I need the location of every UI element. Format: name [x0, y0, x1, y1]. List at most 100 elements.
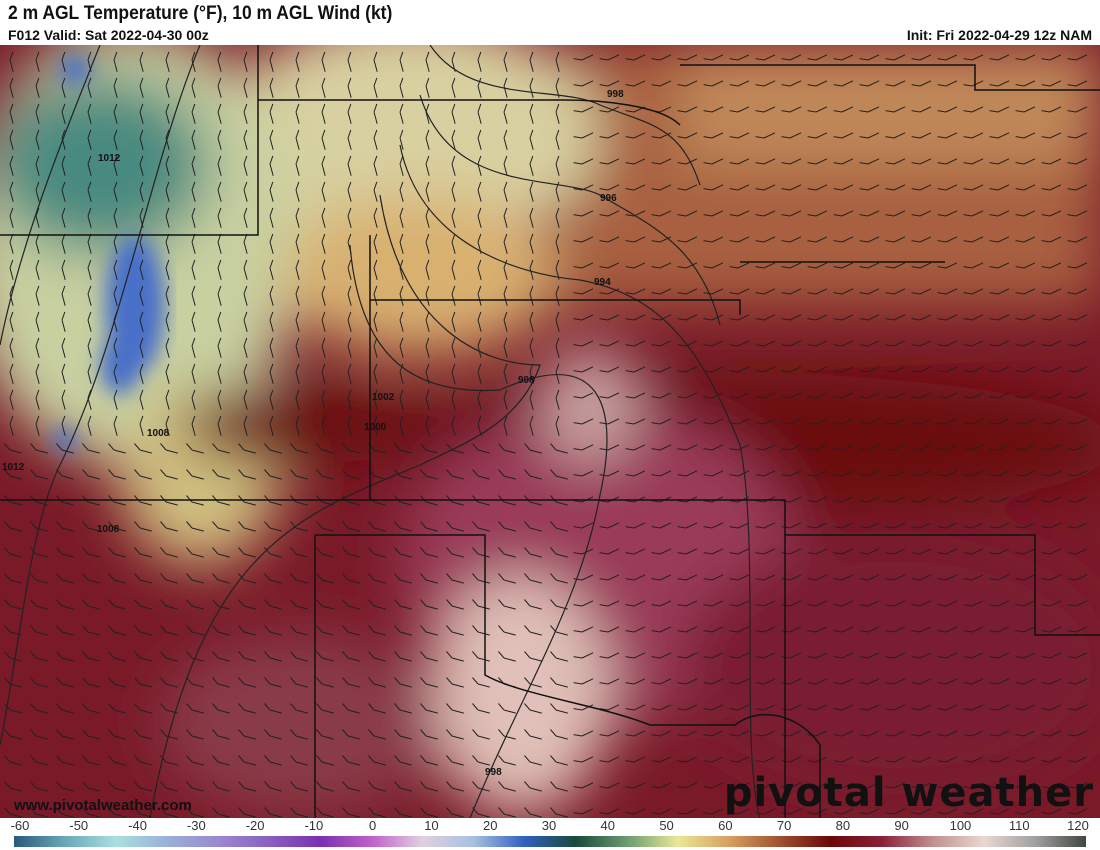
wind-barb — [755, 80, 776, 87]
wind-barb — [859, 158, 880, 165]
wind-barb — [937, 704, 958, 711]
wind-barb — [238, 469, 256, 480]
wind-barb — [4, 625, 22, 636]
wind-barb — [781, 54, 802, 61]
wind-barb — [1041, 522, 1062, 529]
wind-barb — [87, 103, 92, 124]
wind-barb — [394, 521, 412, 532]
wind-barb — [446, 495, 464, 506]
wind-barb — [1015, 366, 1036, 373]
wind-barb — [911, 158, 932, 165]
wind-barb — [420, 547, 438, 558]
wind-barb — [911, 678, 932, 685]
init-time: Init: Fri 2022-04-29 12z NAM — [906, 27, 1092, 43]
wind-barb — [160, 755, 178, 766]
wind-barb — [472, 781, 490, 792]
wind-barb — [651, 80, 672, 87]
wind-barb — [524, 495, 542, 506]
wind-barb — [1067, 288, 1088, 295]
wind-barb — [989, 522, 1010, 529]
wind-barb — [833, 470, 854, 477]
wind-barb — [191, 103, 196, 124]
colorbar-tick: -20 — [245, 818, 265, 833]
wind-barb — [963, 366, 984, 373]
wind-barb — [989, 574, 1010, 581]
wind-barb — [1067, 184, 1088, 191]
wind-barb — [703, 210, 724, 217]
wind-barb — [113, 337, 118, 358]
wind-barb — [911, 496, 932, 503]
wind-barb — [4, 573, 22, 584]
wind-barb — [755, 652, 776, 659]
wind-barb — [399, 51, 404, 72]
wind-barb — [451, 77, 456, 98]
wind-barb — [625, 158, 646, 165]
wind-barb — [134, 755, 152, 766]
wind-barb — [625, 678, 646, 685]
wind-barb — [1041, 808, 1062, 815]
wind-barb — [703, 522, 724, 529]
wind-barb — [859, 574, 880, 581]
wind-barb — [139, 389, 144, 410]
isobar-label: 998 — [485, 767, 502, 778]
wind-barb — [264, 781, 282, 792]
wind-barb — [82, 625, 100, 636]
wind-barb — [108, 495, 126, 506]
wind-barb — [1041, 236, 1062, 243]
wind-barb — [56, 495, 74, 506]
wind-barb — [9, 415, 14, 436]
wind-barb — [87, 415, 92, 436]
wind-barb — [503, 337, 508, 358]
wind-barb — [420, 443, 438, 454]
wind-barb — [651, 392, 672, 399]
wind-barb — [781, 756, 802, 763]
wind-barb — [755, 184, 776, 191]
wind-barb — [394, 547, 412, 558]
wind-barb — [373, 129, 378, 150]
wind-barb — [573, 340, 594, 347]
wind-barb — [212, 521, 230, 532]
wind-barb — [295, 181, 300, 202]
wind-barb — [394, 573, 412, 584]
wind-barb — [9, 77, 14, 98]
wind-barb — [573, 730, 594, 737]
wind-barb — [160, 469, 178, 480]
wind-barb — [625, 314, 646, 321]
wind-barb — [781, 80, 802, 87]
wind-barb — [651, 158, 672, 165]
wind-barb — [472, 755, 490, 766]
wind-barb — [321, 129, 326, 150]
wind-barb — [269, 129, 274, 150]
wind-barb — [472, 443, 490, 454]
wind-barb — [347, 51, 352, 72]
wind-barb — [477, 259, 482, 280]
wind-barb — [264, 599, 282, 610]
wind-barb — [529, 337, 534, 358]
wind-barb — [30, 625, 48, 636]
wind-barb — [87, 363, 92, 384]
wind-barb — [446, 651, 464, 662]
wind-barb — [937, 626, 958, 633]
wind-barb — [373, 77, 378, 98]
wind-barb — [451, 311, 456, 332]
wind-barb — [807, 314, 828, 321]
wind-barb — [451, 259, 456, 280]
wind-barb — [394, 495, 412, 506]
wind-barb — [1041, 730, 1062, 737]
wind-barb — [651, 730, 672, 737]
wind-barb — [911, 730, 932, 737]
wind-barb — [703, 288, 724, 295]
wind-barb — [113, 389, 118, 410]
wind-barb — [807, 262, 828, 269]
wind-barb — [243, 155, 248, 176]
wind-barb — [729, 782, 750, 789]
website-watermark[interactable]: www.pivotalweather.com — [14, 797, 192, 814]
wind-barb — [446, 677, 464, 688]
wind-barb — [911, 652, 932, 659]
wind-barb — [625, 132, 646, 139]
wind-barb — [573, 236, 594, 243]
wind-barb — [599, 756, 620, 763]
wind-barb — [1015, 782, 1036, 789]
wind-barb — [625, 340, 646, 347]
wind-barb — [186, 443, 204, 454]
